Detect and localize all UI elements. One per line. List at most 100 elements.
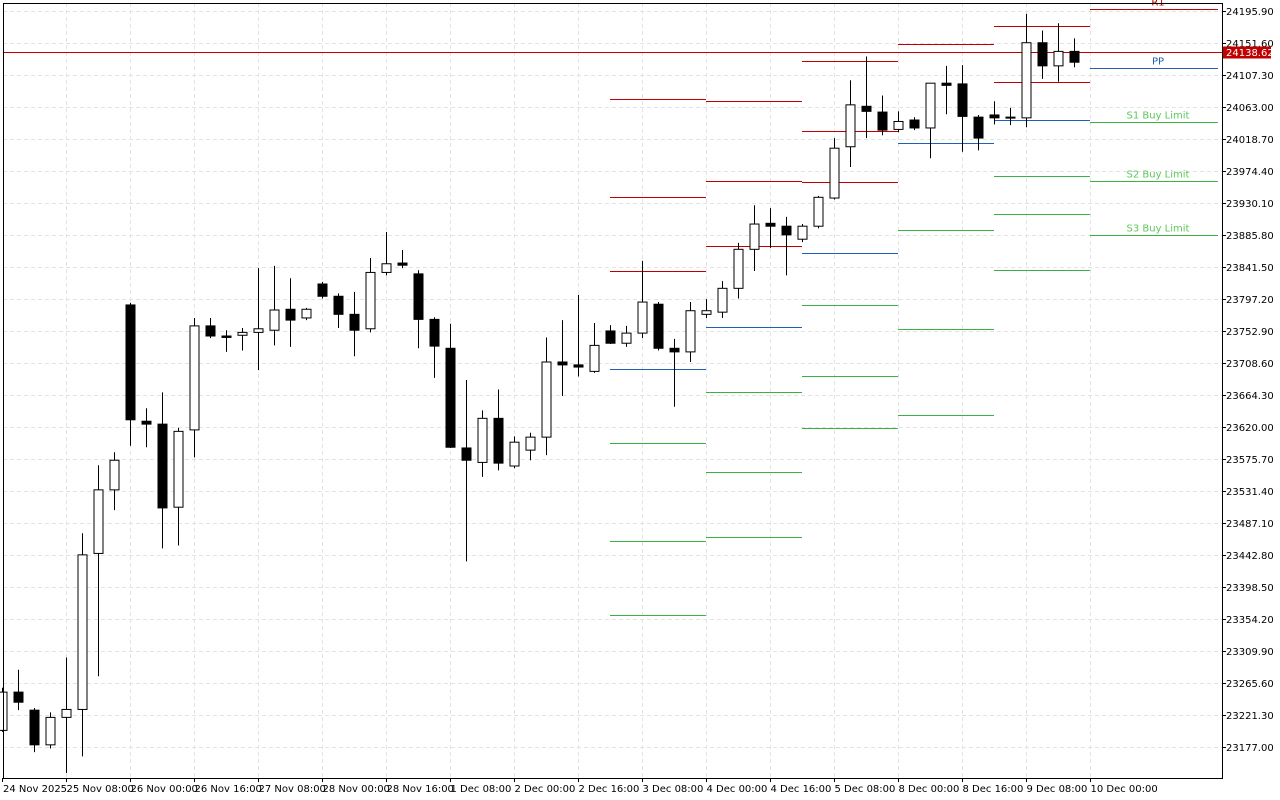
candle-body [765, 222, 776, 227]
y-tick-label: 23752.90 [1226, 327, 1274, 338]
candle-body [669, 347, 680, 353]
candle-body [1069, 50, 1080, 63]
x-tick-label: 28 Nov 16:00 [387, 784, 454, 795]
y-tick-label: 23442.80 [1226, 551, 1274, 562]
candle-body [589, 344, 600, 372]
candle-body [509, 441, 520, 467]
candle-body [685, 310, 696, 353]
x-tick-label: 26 Nov 16:00 [195, 784, 262, 795]
candle-body [941, 82, 952, 86]
x-tick-label: 3 Dec 08:00 [643, 784, 704, 795]
y-tick-label: 23664.30 [1226, 391, 1274, 402]
candle-body [109, 459, 120, 491]
y-tick-label: 23575.70 [1226, 455, 1274, 466]
y-tick-label: 23974.40 [1226, 167, 1274, 178]
candle-body [29, 709, 40, 746]
candle-body [61, 708, 72, 718]
candle-body [637, 301, 648, 334]
candle-body [749, 223, 760, 250]
candle-body [541, 361, 552, 438]
candle-body [813, 196, 824, 227]
y-tick-label: 23708.60 [1226, 359, 1274, 370]
candle-body [557, 361, 568, 366]
y-tick-label: 23620.00 [1226, 423, 1274, 434]
candle-body [317, 283, 328, 297]
candle-body [653, 303, 664, 349]
pivot-label: S1 Buy Limit [1127, 111, 1190, 122]
y-tick-label: 23885.80 [1226, 231, 1274, 242]
candle-body [413, 273, 424, 320]
candle-body [205, 325, 216, 337]
y-tick-label: 23487.10 [1226, 519, 1274, 530]
pivot-label: PP [1152, 57, 1164, 68]
y-tick-label: 23398.50 [1226, 583, 1274, 594]
candle-body [1037, 42, 1048, 67]
candle-body [13, 691, 24, 703]
candle-body [349, 313, 360, 331]
pivot-label: R1 [1151, 0, 1164, 9]
y-tick-label: 24063.00 [1226, 103, 1274, 114]
candle-body [173, 430, 184, 508]
candle-body [861, 105, 872, 112]
candle-body [93, 489, 104, 554]
candle-body [605, 330, 616, 344]
candle-body [381, 263, 392, 273]
x-tick-label: 9 Dec 08:00 [1027, 784, 1088, 795]
candle-body [1021, 42, 1032, 119]
candle-body [781, 225, 792, 236]
candle-body [285, 308, 296, 321]
x-tick-label: 27 Nov 08:00 [259, 784, 326, 795]
candle-body [221, 335, 232, 338]
candle-body [157, 423, 168, 509]
y-tick-label: 24018.70 [1226, 135, 1274, 146]
last-price-box [1223, 46, 1271, 59]
x-tick-label: 4 Dec 16:00 [771, 784, 832, 795]
candle-body [525, 436, 536, 451]
candle-body [269, 309, 280, 331]
candle-body [829, 147, 840, 199]
x-tick-label: 1 Dec 08:00 [451, 784, 512, 795]
x-tick-label: 8 Dec 16:00 [963, 784, 1024, 795]
x-tick-label: 26 Nov 00:00 [131, 784, 198, 795]
candle-body [957, 83, 968, 117]
y-tick-label: 24195.90 [1226, 7, 1274, 18]
candle-body [125, 304, 136, 421]
y-tick-label: 23797.20 [1226, 295, 1274, 306]
x-tick-label: 24 Nov 2025 [3, 784, 67, 795]
y-tick-label: 24151.60 [1226, 39, 1274, 50]
candle-body [461, 447, 472, 461]
candle-body [141, 420, 152, 425]
pivot-label: S3 Buy Limit [1127, 224, 1190, 235]
x-tick-label: 28 Nov 00:00 [323, 784, 390, 795]
y-tick-label: 23221.30 [1226, 711, 1274, 722]
candle-body [237, 331, 248, 336]
x-tick-label: 2 Dec 16:00 [579, 784, 640, 795]
candle-body [45, 716, 56, 746]
x-tick-label: 2 Dec 00:00 [515, 784, 576, 795]
candle-body [621, 332, 632, 344]
candle-body [445, 347, 456, 448]
x-tick-label: 25 Nov 08:00 [67, 784, 134, 795]
candle-body [925, 82, 936, 129]
y-tick-label: 23309.90 [1226, 647, 1274, 658]
candle-body [1005, 116, 1016, 119]
candle-body [877, 111, 888, 131]
candle-body [845, 104, 856, 148]
plot-frame [3, 3, 1223, 779]
candle-body [893, 120, 904, 130]
x-tick-label: 10 Dec 00:00 [1091, 784, 1158, 795]
y-tick-label: 23531.40 [1226, 487, 1274, 498]
y-tick-label: 23841.50 [1226, 263, 1274, 274]
candle-body [477, 417, 488, 463]
candle-body [429, 318, 440, 347]
candle-body [909, 119, 920, 129]
candle-body [365, 271, 376, 330]
y-tick-label: 24107.30 [1226, 71, 1274, 82]
candle-body [573, 364, 584, 368]
y-tick-label: 23177.00 [1226, 743, 1274, 754]
candle-body [989, 114, 1000, 119]
candle-body [397, 262, 408, 266]
